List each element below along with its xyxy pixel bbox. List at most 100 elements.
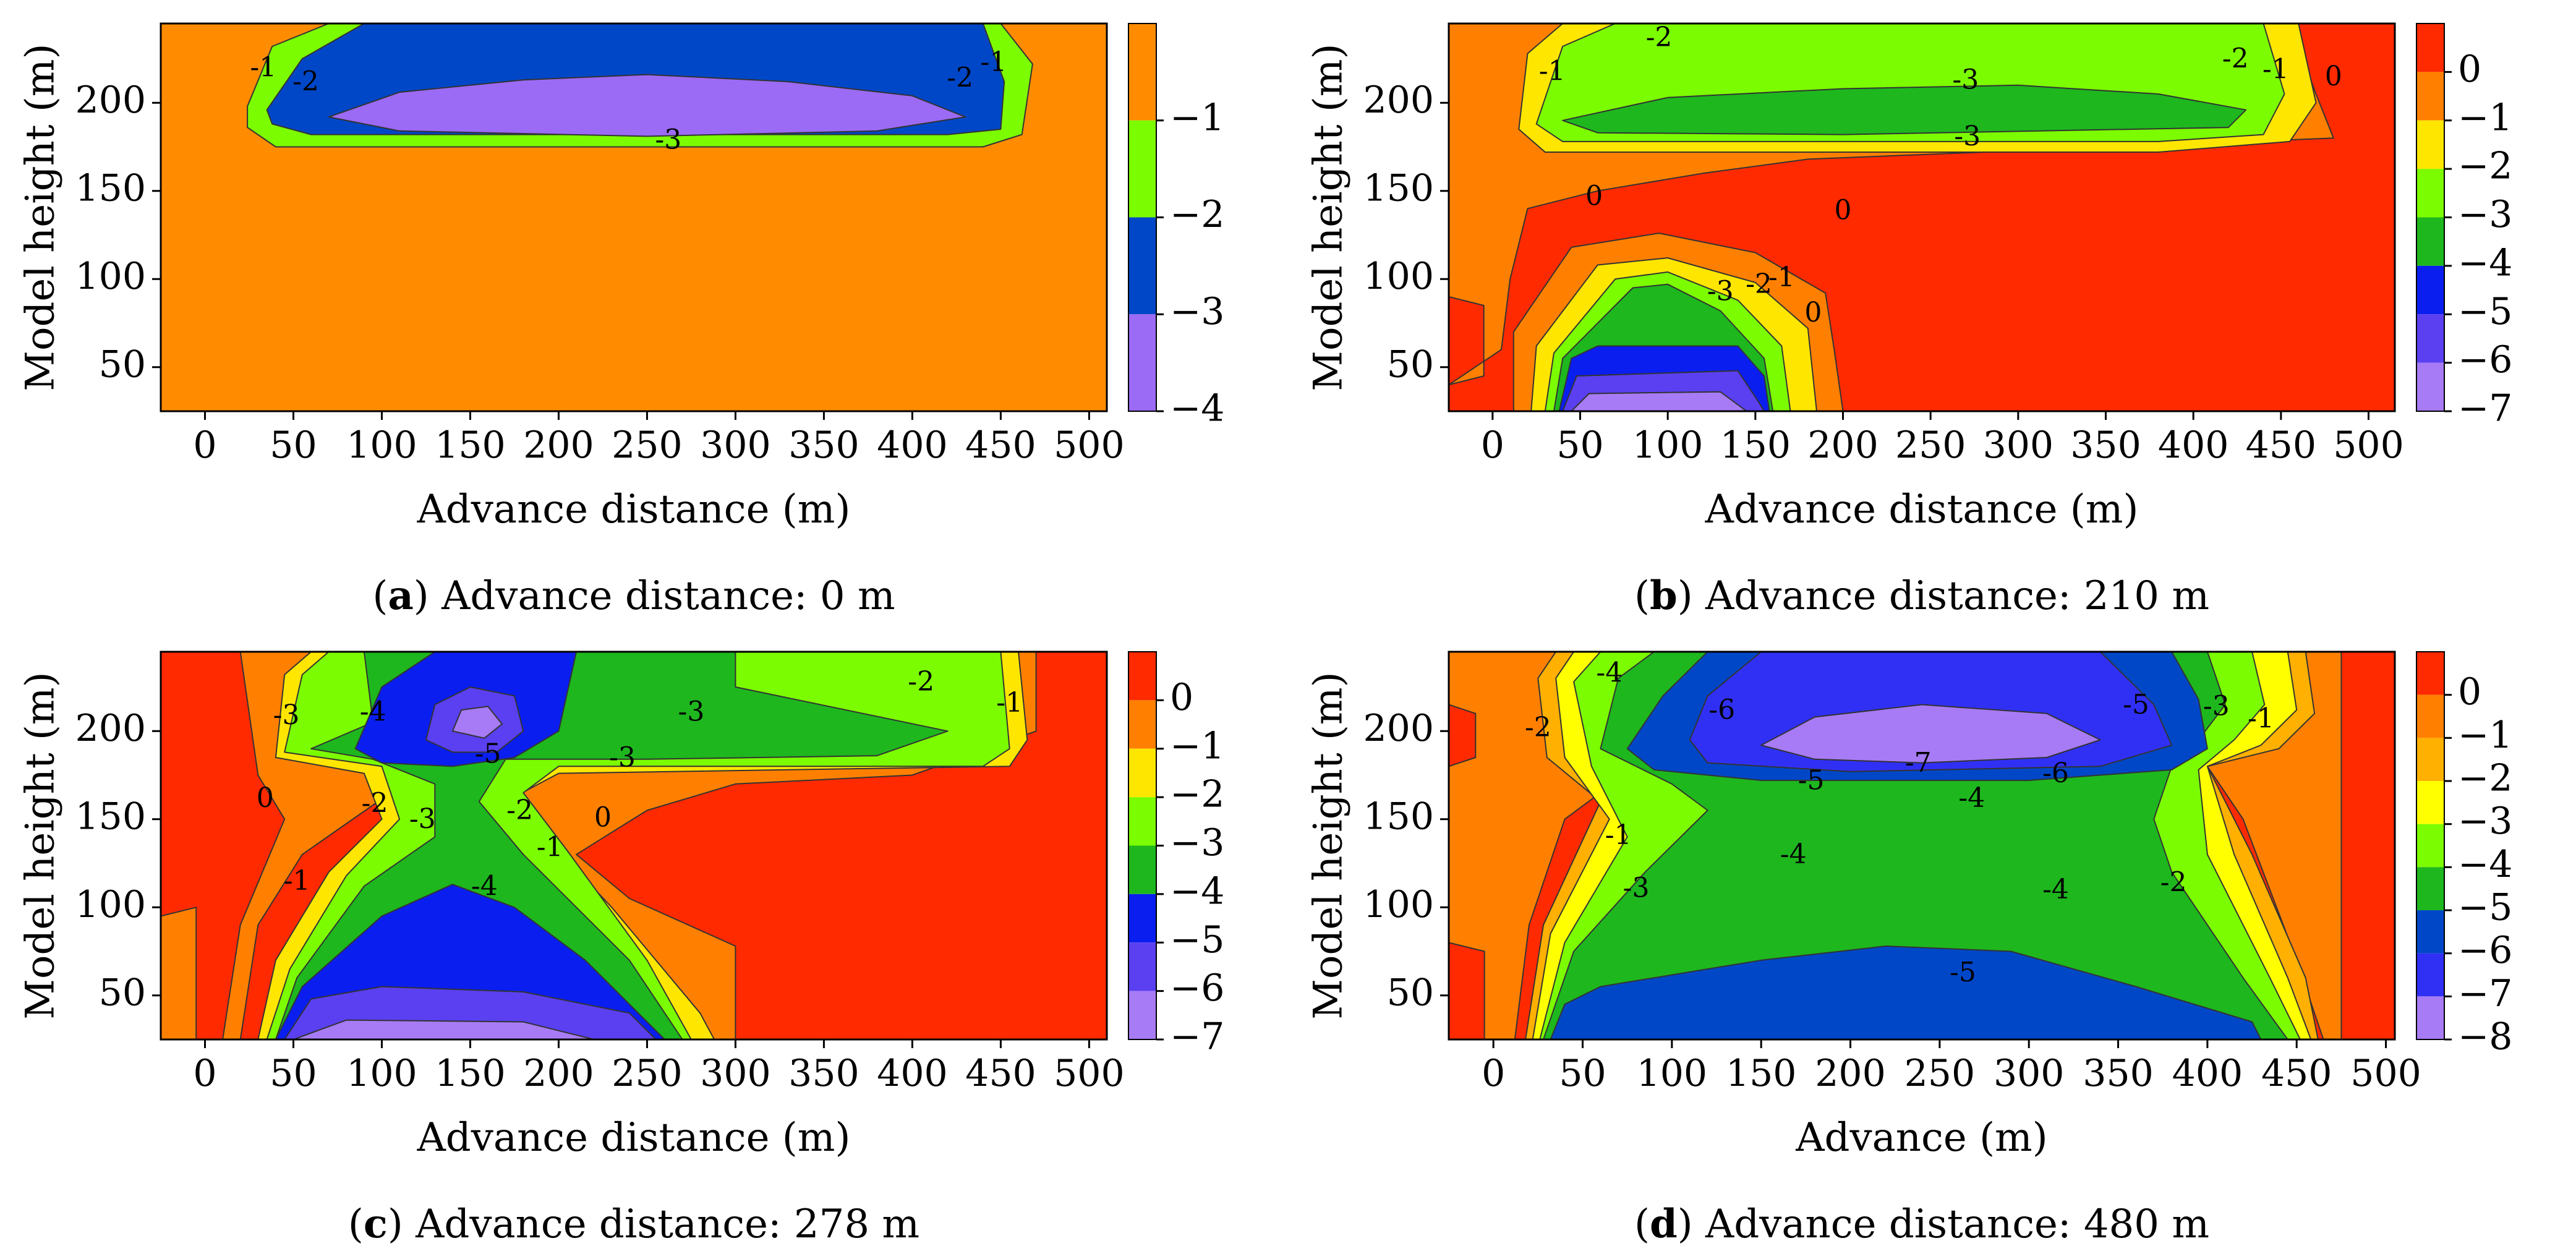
contour-label: -2 [506, 795, 533, 826]
y-tick-label: 50 [1387, 343, 1434, 386]
contour-label: -5 [2123, 689, 2149, 720]
contour-label: -2 [908, 666, 934, 698]
x-tick-label: 250 [612, 424, 683, 467]
contour-label: -4 [471, 870, 498, 902]
x-tick-label: 100 [1632, 424, 1704, 467]
x-tick-label: 0 [193, 424, 216, 467]
contour-label: -3 [1707, 276, 1734, 307]
contour-label: 0 [2325, 61, 2342, 92]
panel-letter: b [1650, 573, 1678, 619]
contour-label: -5 [1798, 764, 1825, 796]
contour-label: -3 [655, 124, 681, 155]
x-tick-label: 300 [700, 424, 771, 467]
colorbar-tick-label: −8 [2458, 1015, 2512, 1059]
colorbar-swatch [1128, 314, 1156, 411]
contour-label: -3 [2203, 691, 2230, 722]
x-tick-label: 500 [1054, 424, 1125, 467]
colorbar-frame [2416, 651, 2445, 1040]
x-tick-label: 0 [1481, 424, 1504, 467]
y-tick-label: 150 [1363, 166, 1434, 210]
contour-chart-c: -3 -4-5-3-3-2-10 -2-3 -2 0-1-1 -40 50 100 150 200… [18, 651, 1224, 1247]
colorbar-tick-label: −1 [2458, 96, 2512, 139]
contour-label: -3 [1952, 64, 1979, 96]
y-tick-label: 150 [1363, 795, 1434, 838]
colorbar-swatch [2416, 694, 2444, 738]
y-tick-label: 150 [75, 166, 146, 210]
contour-label: -1 [250, 52, 276, 83]
y-axis-label: Model height (m) [18, 43, 64, 391]
contour-region-10 [451, 706, 503, 739]
panel-b: -1 -2 -3 -3 -2 -1 0 0 0 -3 -2 -1 0 0 50 100 150 200 250 300… [1288, 0, 2576, 631]
x-tick-label: 400 [2158, 424, 2229, 467]
contour-label: 0 [1585, 181, 1603, 212]
colorbar-swatch [2416, 781, 2444, 824]
x-axis-label: Advance distance (m) [1705, 487, 2139, 532]
x-tick-label: 200 [523, 424, 594, 467]
colorbar-swatch [2416, 72, 2444, 121]
panel-d: -4 -6 -2 -5 -3 -1 -5 -7 -6 -4 -1 -3 -4 -4 -2 -5 0 50 100 15… [1288, 628, 2576, 1259]
x-tick-label: 250 [1904, 1052, 1976, 1095]
colorbar-tick-label: −1 [1170, 724, 1224, 767]
x-tick-label: 50 [270, 1052, 317, 1095]
colorbar-tick-label: −3 [2458, 800, 2512, 843]
y-tick-label: 100 [1363, 883, 1434, 926]
colorbar-swatch [1128, 797, 1156, 846]
contour-chart-d: -4 -6 -2 -5 -3 -1 -5 -7 -6 -4 -1 -3 -4 -4 -2 -5 0 50 100 15… [1306, 651, 2512, 1247]
contour-label: -2 [2222, 43, 2249, 74]
colorbar-swatch [1128, 991, 1156, 1039]
contour-label: -5 [1950, 957, 1976, 988]
colorbar-swatch [2416, 169, 2444, 218]
x-tick-label: 50 [1559, 1052, 1606, 1095]
x-tick-label: 150 [1726, 1052, 1797, 1095]
contour-label: -4 [360, 696, 386, 727]
x-tick-label: 400 [877, 1052, 948, 1095]
colorbar-swatch [2416, 23, 2444, 72]
panel-letter: c [364, 1201, 388, 1247]
colorbar-swatch [1128, 700, 1156, 749]
colorbar-tick-label: −3 [1170, 290, 1224, 333]
contour-regions [161, 23, 1107, 411]
contour-label: -1 [981, 46, 1007, 78]
colorbar-swatch [1128, 120, 1156, 218]
contour-label: 0 [257, 782, 274, 814]
colorbar-swatch [2416, 953, 2444, 997]
colorbar-tick-label: −7 [2458, 972, 2512, 1015]
y-axis-label: Model height (m) [1306, 672, 1352, 1019]
colorbar-swatch [2416, 738, 2444, 781]
contour-label: -2 [1525, 712, 1551, 743]
y-tick-label: 100 [1363, 255, 1434, 298]
panel-caption: (d) Advance distance: 480 m [1634, 1201, 2209, 1247]
x-tick-label: 450 [2261, 1052, 2332, 1095]
x-tick-label: 200 [523, 1052, 594, 1095]
colorbar-tick-label: −6 [2458, 929, 2512, 972]
contour-label: 0 [1835, 194, 1852, 226]
x-tick-label: 100 [346, 424, 417, 467]
colorbar-swatch [2416, 120, 2444, 169]
colorbar-tick-label: −5 [1170, 918, 1224, 962]
x-tick-label: 300 [1994, 1052, 2065, 1095]
plot-frame [160, 651, 1108, 1041]
contour-region-11 [1571, 391, 1747, 411]
x-tick-label: 300 [1983, 424, 2054, 467]
contour-regions [1449, 652, 2395, 1039]
x-tick-label: 500 [2333, 424, 2404, 467]
contour-region-3 [328, 74, 966, 137]
x-tick-label: 400 [2172, 1052, 2243, 1095]
contour-label: -2 [362, 787, 388, 819]
colorbar-tick-label: −2 [1170, 773, 1224, 816]
x-tick-label: 50 [1556, 424, 1603, 467]
colorbar-tick-label: −4 [2458, 241, 2512, 284]
contour-label: -2 [2160, 867, 2187, 898]
x-tick-label: 500 [2350, 1052, 2421, 1095]
contour-label: -7 [1905, 747, 1932, 779]
colorbar-tick-label: −5 [2458, 290, 2512, 333]
colorbar-swatch [2416, 217, 2444, 266]
colorbar-swatch [1128, 748, 1156, 798]
x-tick-label: 250 [1895, 424, 1966, 467]
y-tick-label: 50 [99, 971, 146, 1014]
caption-text: Advance distance: 0 m [441, 573, 895, 619]
contour-label: -4 [1780, 839, 1807, 870]
y-axis-label: Model height (m) [1306, 43, 1352, 391]
colorbar-tick-label: −2 [2458, 145, 2512, 188]
x-tick-label: 0 [193, 1052, 216, 1095]
